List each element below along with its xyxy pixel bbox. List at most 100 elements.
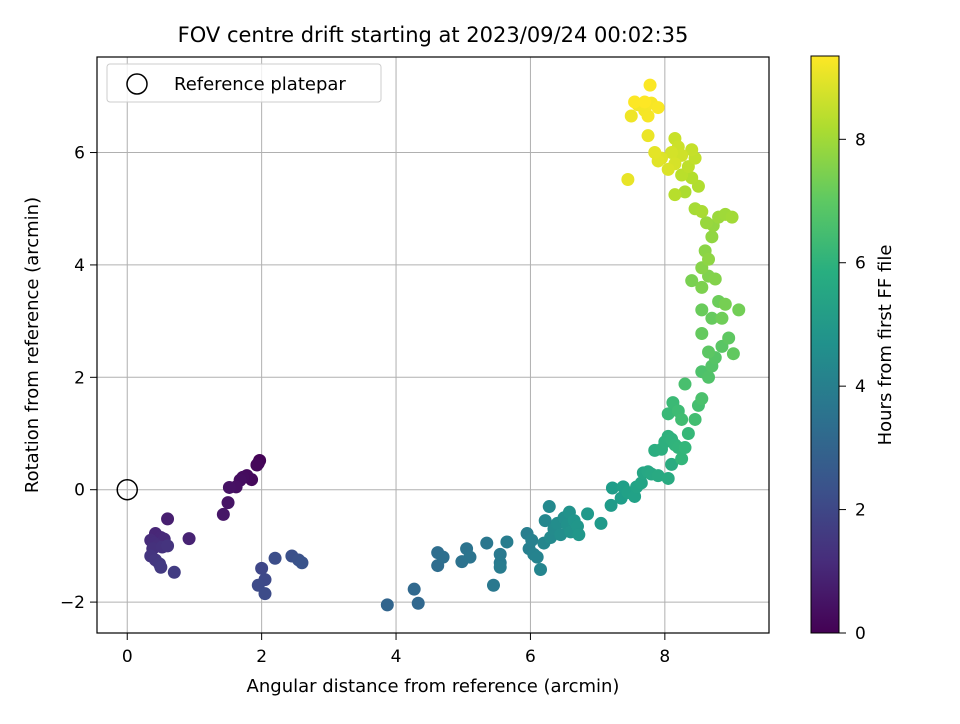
- data-point: [648, 146, 662, 160]
- data-point: [161, 512, 175, 526]
- data-point: [665, 457, 679, 471]
- data-point: [480, 536, 494, 550]
- legend-marker-icon: [126, 73, 148, 95]
- data-point: [216, 507, 230, 521]
- data-point: [594, 516, 608, 530]
- data-point: [695, 303, 709, 317]
- legend-box: [106, 63, 382, 103]
- data-point: [581, 507, 595, 521]
- x-tick-label: 4: [391, 647, 402, 667]
- colorbar-tick-label: 8: [855, 130, 866, 150]
- data-point: [530, 550, 544, 564]
- data-point: [436, 550, 450, 564]
- data-point: [295, 556, 309, 570]
- data-point: [661, 407, 675, 421]
- data-point: [380, 598, 394, 612]
- data-point: [702, 370, 716, 384]
- x-tick-label: 0: [122, 647, 133, 667]
- data-point: [628, 95, 642, 109]
- data-point: [651, 101, 665, 115]
- data-point: [534, 562, 548, 576]
- data-points: [144, 78, 746, 612]
- data-point: [722, 331, 736, 345]
- data-point: [182, 532, 196, 546]
- y-tick-label: 0: [74, 481, 85, 501]
- y-tick-label: 2: [74, 368, 85, 388]
- grid-lines: [97, 57, 769, 633]
- data-point: [695, 392, 709, 406]
- data-point: [678, 377, 692, 391]
- reference-point-marker: [116, 478, 138, 501]
- y-tick-label: 6: [74, 144, 85, 164]
- data-point: [542, 500, 556, 514]
- colorbar-tick-label: 6: [855, 254, 866, 274]
- data-point: [718, 297, 732, 311]
- legend: Reference platepar: [106, 63, 382, 103]
- data-point: [554, 528, 568, 542]
- data-point: [250, 458, 264, 472]
- x-tick-label: 6: [525, 647, 536, 667]
- data-point: [411, 596, 425, 610]
- x-tick-label: 2: [256, 647, 267, 667]
- data-point: [605, 481, 619, 495]
- data-point: [678, 185, 692, 199]
- data-point: [675, 412, 689, 426]
- y-tick-label: 4: [74, 256, 85, 276]
- chart-title: FOV centre drift starting at 2023/09/24 …: [178, 23, 689, 47]
- colorbar-tick-label: 0: [855, 624, 866, 644]
- data-point: [651, 469, 665, 483]
- data-point: [702, 345, 716, 359]
- data-point: [726, 347, 740, 361]
- data-point: [725, 210, 739, 224]
- data-point: [675, 452, 689, 466]
- colorbar-gradient: [810, 55, 840, 634]
- data-point: [222, 480, 236, 494]
- legend-label: Reference platepar: [174, 74, 346, 95]
- x-tick-label: 8: [659, 647, 670, 667]
- data-point: [695, 326, 709, 340]
- colorbar-tick-label: 4: [855, 377, 866, 397]
- data-point: [221, 496, 235, 510]
- data-point: [525, 533, 539, 547]
- data-point: [702, 252, 716, 266]
- data-point: [641, 109, 655, 123]
- colorbar: 0 2 4 6 8 Hours from first FF file: [810, 55, 896, 644]
- data-point: [463, 550, 477, 564]
- data-point: [538, 514, 552, 528]
- data-point: [604, 498, 618, 512]
- data-point: [407, 582, 421, 596]
- data-point: [486, 578, 500, 592]
- data-point: [258, 587, 272, 601]
- data-point: [643, 78, 657, 92]
- data-point: [705, 230, 719, 244]
- x-axis-ticks: 0 2 4 6 8: [122, 633, 670, 667]
- data-point: [681, 427, 695, 441]
- data-point: [688, 412, 702, 426]
- data-point: [685, 143, 699, 157]
- data-point: [154, 560, 168, 574]
- data-point: [572, 528, 586, 542]
- data-point: [685, 171, 699, 185]
- y-axis-ticks: −2 0 2 4 6: [60, 144, 97, 613]
- colorbar-tick-label: 2: [855, 501, 866, 521]
- data-point: [638, 95, 652, 109]
- data-point: [641, 129, 655, 143]
- data-point: [685, 274, 699, 288]
- data-point: [161, 539, 175, 553]
- colorbar-label: Hours from first FF file: [875, 245, 896, 446]
- data-point: [695, 280, 709, 294]
- data-point: [167, 565, 181, 579]
- plot-frame: [96, 56, 770, 634]
- data-point: [255, 561, 269, 575]
- data-point: [268, 551, 282, 565]
- data-point: [493, 560, 507, 574]
- colorbar-ticks: 0 2 4 6 8: [839, 130, 866, 644]
- x-axis-label: Angular distance from reference (arcmin): [247, 676, 620, 697]
- data-point: [665, 146, 679, 160]
- data-point: [695, 205, 709, 219]
- data-point: [732, 303, 746, 317]
- data-point: [621, 173, 635, 187]
- data-point: [715, 311, 729, 325]
